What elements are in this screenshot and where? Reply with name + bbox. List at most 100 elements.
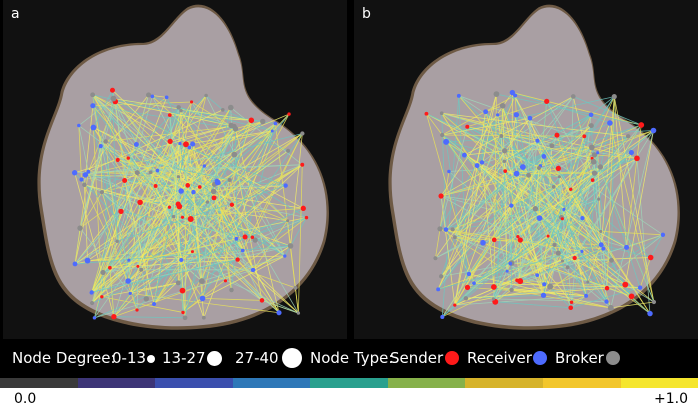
- network-node: [137, 199, 143, 206]
- network-node: [283, 254, 287, 258]
- colorbar-segment: [0, 378, 78, 388]
- network-edge: [600, 166, 641, 288]
- network-node: [598, 242, 604, 248]
- network-edge: [213, 191, 232, 291]
- network-edge: [494, 157, 638, 241]
- network-node: [199, 295, 206, 302]
- network-edge: [173, 179, 230, 217]
- network-edge: [426, 113, 475, 284]
- network-edge: [467, 126, 538, 142]
- network-edge: [573, 96, 642, 126]
- network-node: [546, 234, 550, 238]
- network-edge: [179, 165, 205, 207]
- network-node: [228, 122, 234, 129]
- network-node: [447, 169, 451, 174]
- network-node: [535, 273, 540, 277]
- network-edge: [202, 255, 285, 299]
- network-edge: [441, 113, 551, 287]
- network-edge: [496, 93, 642, 126]
- network-edge: [501, 135, 593, 159]
- network-node: [90, 103, 96, 109]
- network-edge: [113, 98, 280, 313]
- network-node: [491, 297, 496, 301]
- network-edge: [570, 287, 641, 309]
- network-edge: [528, 118, 531, 176]
- network-edge: [74, 245, 291, 265]
- network-edge: [505, 170, 595, 174]
- network-edge: [191, 101, 236, 130]
- network-edge: [442, 279, 518, 318]
- network-node: [515, 278, 519, 283]
- network-node: [560, 259, 565, 263]
- network-edge: [500, 136, 512, 264]
- network-node: [555, 250, 561, 256]
- network-edge: [639, 257, 652, 288]
- network-edge: [242, 133, 303, 251]
- network-node: [513, 112, 520, 118]
- degree-medium-marker: [207, 351, 222, 366]
- network-edge: [287, 220, 299, 314]
- network-edge: [173, 110, 182, 217]
- network-edge: [252, 245, 291, 271]
- network-edge: [504, 114, 592, 162]
- network-edge: [94, 269, 254, 319]
- network-edge: [567, 96, 574, 268]
- network-node: [181, 310, 185, 315]
- network-graph-b: [388, 4, 680, 330]
- network-node: [474, 163, 480, 169]
- network-node: [167, 113, 172, 117]
- network-node: [100, 295, 104, 299]
- colorbar-segment: [620, 378, 698, 388]
- network-edge: [441, 112, 612, 261]
- network-node: [584, 293, 589, 298]
- network-node: [439, 111, 444, 116]
- network-edge: [101, 296, 184, 313]
- network-node: [176, 175, 181, 179]
- network-edge: [594, 154, 637, 159]
- network-node: [71, 170, 78, 176]
- network-node: [472, 281, 476, 286]
- network-node: [92, 316, 97, 320]
- broker-marker: [606, 351, 620, 365]
- network-edge: [454, 250, 583, 306]
- network-edge: [74, 172, 115, 317]
- network-node: [588, 112, 594, 118]
- network-edge: [74, 143, 181, 265]
- network-edge: [441, 195, 536, 210]
- network-edge: [137, 121, 263, 174]
- network-node: [535, 138, 540, 143]
- network-node: [440, 314, 445, 319]
- network-edge: [539, 165, 541, 219]
- network-node: [111, 314, 117, 320]
- network-edge: [440, 125, 592, 277]
- network-node: [115, 157, 120, 163]
- network-node: [214, 178, 220, 184]
- network-node: [607, 120, 613, 126]
- network-edge: [600, 231, 663, 236]
- network-node: [660, 232, 666, 238]
- network-node: [624, 244, 630, 250]
- network-node: [453, 235, 457, 240]
- panel-label-b: b: [362, 6, 371, 22]
- network-edge: [452, 114, 592, 230]
- network-edge: [130, 282, 179, 294]
- network-edge: [600, 96, 615, 245]
- network-node: [286, 219, 290, 223]
- network-edge: [109, 267, 115, 317]
- degree-large-marker: [282, 348, 302, 368]
- network-node: [436, 287, 441, 292]
- network-node: [276, 310, 282, 316]
- network-node: [98, 144, 103, 149]
- network-edge: [558, 199, 599, 254]
- network-edge: [139, 130, 273, 203]
- network-node: [229, 202, 235, 207]
- network-edge: [92, 94, 182, 261]
- network-node: [176, 105, 181, 110]
- network-node: [450, 227, 455, 232]
- network-edge: [129, 107, 232, 294]
- network-node: [634, 155, 640, 162]
- network-edge: [558, 147, 593, 169]
- network-node: [438, 193, 444, 199]
- network-node: [638, 122, 645, 128]
- network-edge: [74, 171, 89, 265]
